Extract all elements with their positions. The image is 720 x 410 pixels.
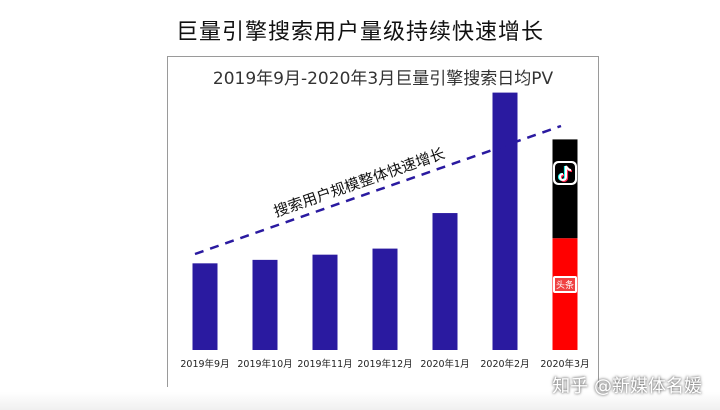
- x-tick-label: 2020年2月: [480, 358, 529, 370]
- platform-icons: 头条: [553, 161, 577, 293]
- bar: [192, 263, 218, 350]
- bars-group: [192, 92, 578, 350]
- toutiao-logo-label: 头条: [556, 279, 574, 291]
- bar: [492, 92, 518, 350]
- watermark-text: 知乎 @新媒体名媛: [552, 376, 702, 397]
- trend-line: [194, 124, 562, 256]
- bar: [432, 213, 458, 350]
- x-tick-label: 2019年10月: [237, 358, 292, 370]
- bottom-edge-shade: [0, 392, 720, 410]
- x-tick-label: 2019年9月: [180, 358, 229, 370]
- x-tick-label: 2020年3月: [540, 358, 589, 370]
- bar-segment-toutiao: [552, 238, 578, 350]
- bar-chart: 2019年9月-2020年3月巨量引擎搜索日均PV 2019年9月 2019年10…: [180, 69, 589, 370]
- x-tick-label: 2019年11月: [297, 358, 352, 370]
- page-title: 巨量引擎搜索用户量级持续快速增长: [175, 20, 544, 45]
- douyin-logo-icon: [553, 161, 577, 185]
- x-tick-label: 2019年12月: [357, 358, 412, 370]
- chart-title: 2019年9月-2020年3月巨量引擎搜索日均PV: [213, 69, 554, 89]
- toutiao-logo-icon: 头条: [553, 276, 577, 293]
- bar: [252, 259, 278, 350]
- chart-frame: 2019年9月-2020年3月巨量引擎搜索日均PV 2019年9月 2019年10…: [167, 56, 599, 387]
- bar-segment-douyin: [552, 139, 578, 239]
- bar: [312, 254, 338, 350]
- trend-annotation: 搜索用户规模整体快速增长: [271, 144, 447, 220]
- bar: [372, 248, 398, 350]
- x-tick-label: 2020年1月: [420, 358, 469, 370]
- x-tick-labels: 2019年9月 2019年10月 2019年11月 2019年12月 2020年1月 20…: [180, 358, 589, 370]
